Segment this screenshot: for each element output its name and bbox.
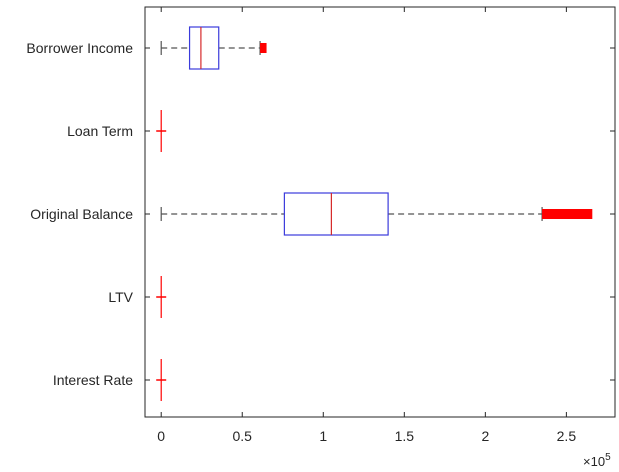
x-tick-label: 1.5 <box>395 428 415 444</box>
outlier-markers <box>542 209 593 219</box>
box-ltv <box>156 276 167 318</box>
outlier-markers <box>260 43 267 53</box>
interquartile-box <box>283 192 389 236</box>
x-tick-label: 1 <box>319 428 327 444</box>
box-interest-rate <box>156 359 167 401</box>
x-tick-label: 0 <box>157 428 165 444</box>
y-tick-label: Loan Term <box>67 123 133 139</box>
y-tick-label: Borrower Income <box>26 40 133 56</box>
x-axis: 0 0.5 1 1.5 2 2.5 <box>157 7 576 444</box>
boxes-layer <box>156 26 593 401</box>
box-borrower-income <box>160 26 267 70</box>
x-tick-label: 2.5 <box>557 428 577 444</box>
box-original-balance <box>160 192 593 236</box>
plot-area-frame <box>144 6 616 418</box>
x-tick-label: 0.5 <box>233 428 253 444</box>
y-tick-label: LTV <box>108 289 133 305</box>
x-tick-label: 2 <box>481 428 489 444</box>
y-tick-label: Interest Rate <box>53 372 133 388</box>
y-axis: Borrower Income Loan Term Original Balance… <box>26 40 615 388</box>
box-loan-term <box>156 110 167 152</box>
y-tick-label: Original Balance <box>30 206 133 222</box>
x-exponent-label: ×105 <box>583 452 611 469</box>
interquartile-box <box>188 26 220 70</box>
